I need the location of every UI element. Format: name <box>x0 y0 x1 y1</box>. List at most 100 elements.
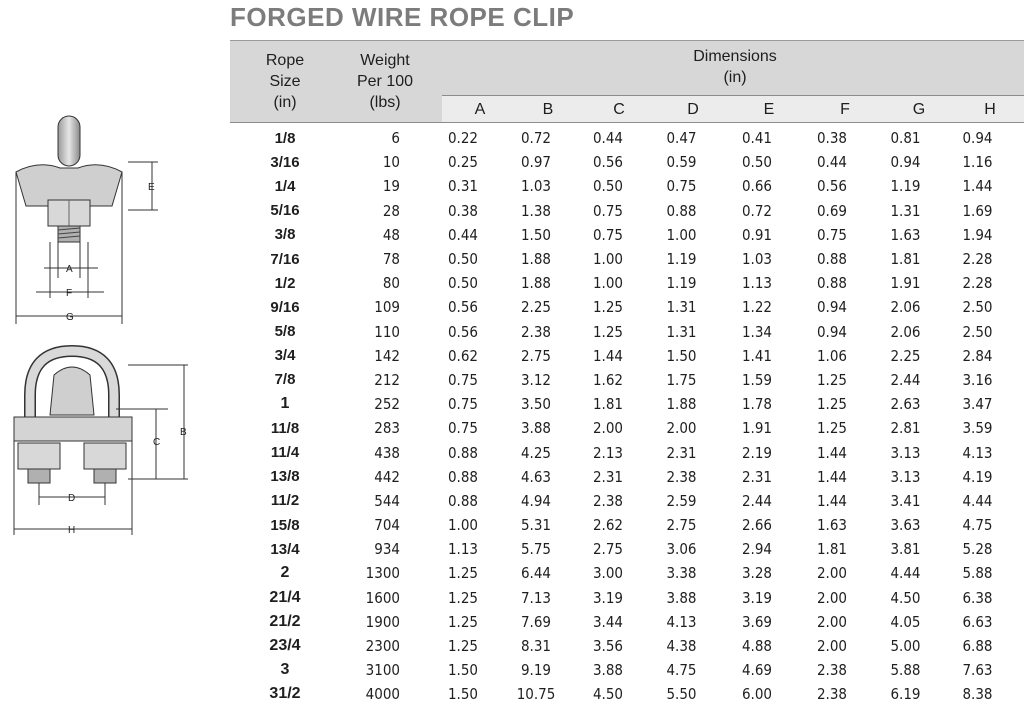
dim-cell-b: 9.19 <box>520 661 552 680</box>
dim-cell-c: 1.00 <box>592 274 624 293</box>
dim-cell-g: 2.06 <box>890 322 921 341</box>
dim-cell-h: 5.28 <box>962 540 993 559</box>
table-row: 1 252 0.75 3.50 1.81 1.88 1.78 1.25 2.63 3.47 <box>230 392 1024 416</box>
rope-size-cell: 11/2 <box>270 492 300 510</box>
rope-size-cell: 21/4 <box>269 588 301 606</box>
dim-cell-h: 1.69 <box>962 201 993 220</box>
dim-cell-a: 0.50 <box>447 250 479 269</box>
spacer-cell <box>400 489 426 513</box>
dim-cell-f: 2.00 <box>816 637 848 656</box>
table-row: 3/4 142 0.62 2.75 1.44 1.50 1.41 1.06 2.25 2.84 <box>230 344 1024 368</box>
dim-cell-h: 1.94 <box>962 225 993 244</box>
rope-size-cell: 2 <box>280 564 290 582</box>
weight-cell: 109 <box>374 298 400 317</box>
dim-cell-e: 2.66 <box>741 516 773 535</box>
dim-cell-e: 2.31 <box>741 467 773 486</box>
dim-cell-c: 1.44 <box>592 346 624 365</box>
dim-cell-c: 1.25 <box>592 298 624 317</box>
weight-cell: 6 <box>391 129 400 148</box>
weight-cell: 1300 <box>365 564 400 583</box>
rope-size-cell: 7/16 <box>270 250 300 268</box>
spacer-cell <box>400 658 426 682</box>
table-row: 1/4 19 0.31 1.03 0.50 0.75 0.66 0.56 1.19 1.44 <box>230 174 1024 198</box>
rope-size-cell: 1 <box>280 395 290 413</box>
spacer-cell <box>400 174 426 198</box>
dim-cell-a: 0.50 <box>447 274 479 293</box>
dim-cell-g: 2.63 <box>890 395 921 414</box>
trailing-cell <box>1013 489 1024 513</box>
dim-cell-c: 0.50 <box>592 177 624 196</box>
dim-cell-e: 0.41 <box>741 129 773 148</box>
trailing-cell <box>1013 682 1024 706</box>
dim-cell-b: 0.72 <box>520 129 552 148</box>
dim-cell-f: 2.00 <box>816 564 848 583</box>
header-bottom-rule <box>230 122 1024 123</box>
dim-cell-e: 3.69 <box>741 612 773 631</box>
dim-label-f: F <box>66 288 72 299</box>
dim-cell-b: 2.25 <box>520 298 552 317</box>
dim-cell-g: 4.05 <box>890 612 921 631</box>
weight-cell: 544 <box>374 491 400 510</box>
dim-cell-f: 1.25 <box>816 370 848 389</box>
dim-cell-a: 0.56 <box>447 298 479 317</box>
dim-cell-h: 6.63 <box>962 612 993 631</box>
dim-cell-c: 3.44 <box>592 612 624 631</box>
dim-cell-f: 1.44 <box>816 443 848 462</box>
dim-label-b: B <box>180 427 187 438</box>
trailing-cell <box>1013 126 1024 150</box>
dim-cell-a: 0.75 <box>447 395 479 414</box>
dim-cell-g: 1.63 <box>890 225 921 244</box>
trailing-cell <box>1013 199 1024 223</box>
dim-cell-c: 1.00 <box>592 250 624 269</box>
table-row: 23/4 2300 1.25 8.31 3.56 4.38 4.88 2.00 5.00 6.88 <box>230 634 1024 658</box>
rope-size-cell: 9/16 <box>270 298 300 316</box>
dim-cell-h: 3.59 <box>962 419 993 438</box>
dim-cell-d: 1.31 <box>666 298 697 317</box>
dim-cell-b: 3.88 <box>520 419 552 438</box>
dim-cell-c: 2.13 <box>592 443 624 462</box>
dim-cell-b: 1.88 <box>520 274 552 293</box>
dim-cell-f: 1.25 <box>816 395 848 414</box>
dim-cell-h: 4.75 <box>962 516 993 535</box>
dim-cell-a: 0.22 <box>447 129 479 148</box>
table-row: 7/8 212 0.75 3.12 1.62 1.75 1.59 1.25 2.44 3.16 <box>230 368 1024 392</box>
weight-cell: 110 <box>374 322 400 341</box>
dim-cell-a: 1.00 <box>447 516 479 535</box>
trailing-cell <box>1013 634 1024 658</box>
rope-size-cell: 11/4 <box>270 444 300 462</box>
dim-cell-a: 0.25 <box>447 153 479 172</box>
dim-cell-f: 1.81 <box>816 540 848 559</box>
column-letter-band <box>442 96 1024 122</box>
dim-cell-g: 1.81 <box>890 250 921 269</box>
weight-cell: 442 <box>374 467 400 486</box>
dim-cell-f: 2.00 <box>816 612 848 631</box>
dim-cell-g: 3.63 <box>890 516 921 535</box>
page-title: FORGED WIRE ROPE CLIP <box>230 2 575 32</box>
spacer-cell <box>400 440 426 464</box>
weight-cell: 48 <box>382 225 400 244</box>
dim-cell-g: 2.25 <box>890 346 921 365</box>
spacer-cell <box>400 392 426 416</box>
dim-cell-h: 4.44 <box>962 491 993 510</box>
column-header-f: F <box>840 101 850 118</box>
dim-cell-d: 1.75 <box>666 370 697 389</box>
dim-cell-c: 1.25 <box>592 322 624 341</box>
dim-cell-c: 2.75 <box>592 540 624 559</box>
trailing-cell <box>1013 610 1024 634</box>
dim-label-g: G <box>66 312 74 323</box>
dim-cell-f: 2.00 <box>816 588 848 607</box>
column-header-d: D <box>687 101 699 118</box>
dim-cell-h: 2.50 <box>962 298 993 317</box>
spacer-cell <box>400 223 426 247</box>
dim-cell-c: 2.62 <box>592 516 624 535</box>
dim-cell-c: 4.50 <box>592 685 624 704</box>
weight-cell: 252 <box>374 395 400 414</box>
dim-cell-b: 4.25 <box>520 443 552 462</box>
dim-cell-f: 0.75 <box>816 225 848 244</box>
dim-cell-c: 0.56 <box>592 153 624 172</box>
dim-cell-e: 1.03 <box>741 250 773 269</box>
dim-cell-g: 1.91 <box>890 274 921 293</box>
dim-cell-a: 0.88 <box>447 443 479 462</box>
table-row: 11/2 544 0.88 4.94 2.38 2.59 2.44 1.44 3.41 4.44 <box>230 489 1024 513</box>
table-row: 1/8 6 0.22 0.72 0.44 0.47 0.41 0.38 0.81 0.94 <box>230 126 1024 150</box>
